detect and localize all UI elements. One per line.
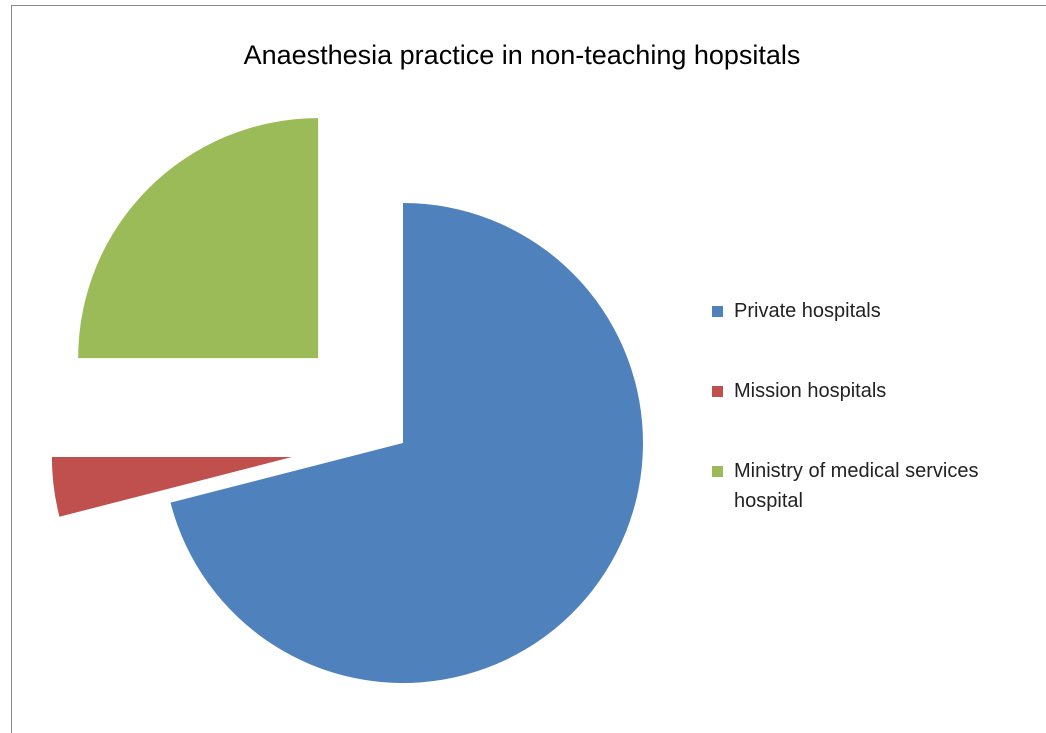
- legend-label: Private hospitals: [734, 300, 881, 322]
- legend-swatch: [712, 306, 723, 317]
- legend-label: Mission hospitals: [734, 380, 887, 402]
- legend-item: Mission hospitals: [712, 376, 1032, 406]
- legend: Private hospitals Mission hospitals Minist…: [712, 296, 1032, 566]
- pie-slice: [170, 203, 643, 683]
- pie-slice: [78, 118, 319, 359]
- legend-swatch: [712, 386, 723, 397]
- chart-title: Anaesthesia practice in non-teaching hop…: [244, 40, 801, 70]
- legend-item: Private hospitals: [712, 296, 1032, 326]
- legend-swatch: [712, 466, 723, 477]
- legend-item: Ministry of medical services hospital: [712, 456, 1032, 516]
- pie-slice: [51, 457, 292, 517]
- legend-label: Ministry of medical services hospital: [734, 460, 979, 512]
